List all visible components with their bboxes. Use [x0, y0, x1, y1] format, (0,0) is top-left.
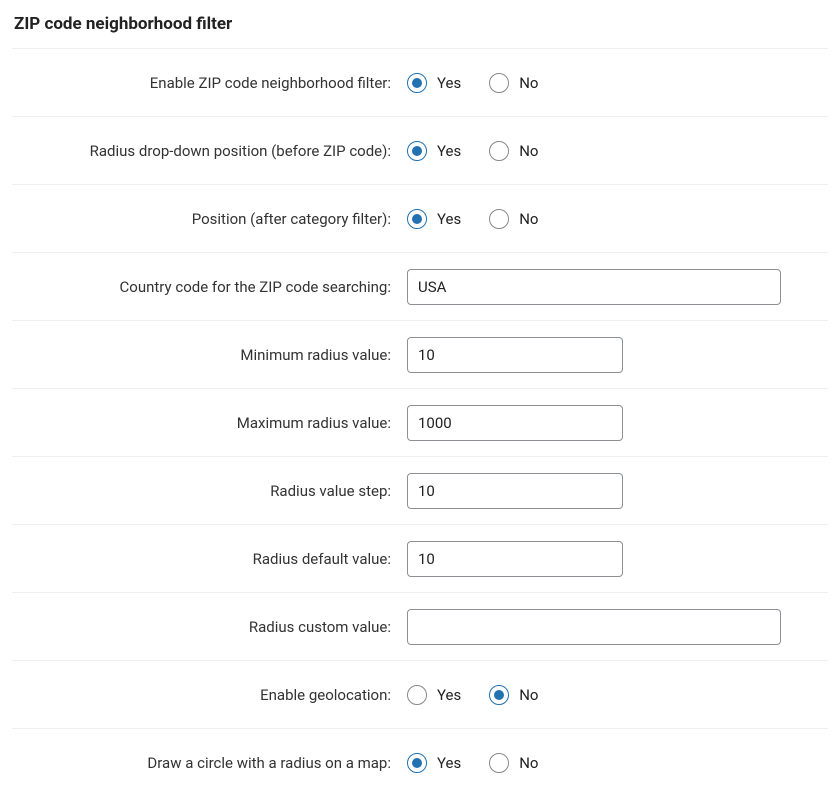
field-control: [407, 609, 828, 645]
radius-default-input[interactable]: [407, 541, 623, 577]
field-row-max-radius: Maximum radius value:: [12, 389, 828, 457]
radio-yes-enable-filter[interactable]: Yes: [407, 73, 461, 93]
radio-group-enable-geolocation: Yes No: [407, 685, 539, 705]
field-row-enable-geolocation: Enable geolocation: Yes No: [12, 661, 828, 729]
radio-label: Yes: [437, 74, 461, 92]
radio-dot-icon: [412, 214, 422, 224]
field-label: Radius default value:: [12, 550, 407, 568]
radio-circle-icon: [489, 685, 509, 705]
field-row-enable-filter: Enable ZIP code neighborhood filter: Yes…: [12, 49, 828, 117]
field-control: [407, 473, 828, 509]
field-control: [407, 541, 828, 577]
radio-circle-icon: [489, 753, 509, 773]
min-radius-input[interactable]: [407, 337, 623, 373]
field-row-draw-circle: Draw a circle with a radius on a map: Ye…: [12, 729, 828, 797]
max-radius-input[interactable]: [407, 405, 623, 441]
radio-group-position-after-category: Yes No: [407, 209, 539, 229]
radio-circle-icon: [407, 209, 427, 229]
field-label: Radius drop-down position (before ZIP co…: [12, 142, 407, 160]
field-control: [407, 269, 828, 305]
radio-yes-enable-geolocation[interactable]: Yes: [407, 685, 461, 705]
radio-label: Yes: [437, 210, 461, 228]
radio-label: No: [519, 754, 538, 772]
radio-label: Yes: [437, 754, 461, 772]
radio-label: Yes: [437, 686, 461, 704]
field-row-radius-step: Radius value step:: [12, 457, 828, 525]
radio-circle-icon: [489, 73, 509, 93]
radio-circle-icon: [489, 141, 509, 161]
radio-label: Yes: [437, 142, 461, 160]
field-row-position-after-category: Position (after category filter): Yes No: [12, 185, 828, 253]
radio-yes-radius-position[interactable]: Yes: [407, 141, 461, 161]
section-title: ZIP code neighborhood filter: [12, 0, 828, 49]
settings-section: ZIP code neighborhood filter Enable ZIP …: [0, 0, 840, 797]
field-control: [407, 337, 828, 373]
radio-dot-icon: [412, 146, 422, 156]
radio-no-radius-position[interactable]: No: [489, 141, 538, 161]
radio-group-radius-position: Yes No: [407, 141, 539, 161]
radio-label: No: [519, 210, 538, 228]
radio-yes-position-after-category[interactable]: Yes: [407, 209, 461, 229]
radio-dot-icon: [412, 78, 422, 88]
radio-label: No: [519, 686, 538, 704]
radio-circle-icon: [407, 685, 427, 705]
field-row-radius-custom: Radius custom value:: [12, 593, 828, 661]
field-label: Position (after category filter):: [12, 210, 407, 228]
radio-yes-draw-circle[interactable]: Yes: [407, 753, 461, 773]
field-row-radius-default: Radius default value:: [12, 525, 828, 593]
field-control: Yes No: [407, 141, 828, 161]
radio-no-draw-circle[interactable]: No: [489, 753, 538, 773]
field-label: Country code for the ZIP code searching:: [12, 278, 407, 296]
radio-circle-icon: [407, 73, 427, 93]
field-label: Minimum radius value:: [12, 346, 407, 364]
radio-no-enable-filter[interactable]: No: [489, 73, 538, 93]
field-control: Yes No: [407, 753, 828, 773]
radio-no-enable-geolocation[interactable]: No: [489, 685, 538, 705]
radius-step-input[interactable]: [407, 473, 623, 509]
field-row-min-radius: Minimum radius value:: [12, 321, 828, 389]
radio-label: No: [519, 142, 538, 160]
field-control: Yes No: [407, 73, 828, 93]
field-label: Draw a circle with a radius on a map:: [12, 754, 407, 772]
radius-custom-input[interactable]: [407, 609, 781, 645]
field-label: Radius custom value:: [12, 618, 407, 636]
radio-group-enable-filter: Yes No: [407, 73, 539, 93]
field-control: [407, 405, 828, 441]
radio-circle-icon: [407, 141, 427, 161]
radio-label: No: [519, 74, 538, 92]
field-control: Yes No: [407, 209, 828, 229]
field-label: Maximum radius value:: [12, 414, 407, 432]
radio-circle-icon: [489, 209, 509, 229]
field-label: Enable geolocation:: [12, 686, 407, 704]
field-label: Radius value step:: [12, 482, 407, 500]
field-row-country-code: Country code for the ZIP code searching:: [12, 253, 828, 321]
radio-group-draw-circle: Yes No: [407, 753, 539, 773]
field-row-radius-position: Radius drop-down position (before ZIP co…: [12, 117, 828, 185]
radio-no-position-after-category[interactable]: No: [489, 209, 538, 229]
country-code-input[interactable]: [407, 269, 781, 305]
radio-circle-icon: [407, 753, 427, 773]
radio-dot-icon: [494, 690, 504, 700]
field-control: Yes No: [407, 685, 828, 705]
radio-dot-icon: [412, 758, 422, 768]
field-label: Enable ZIP code neighborhood filter:: [12, 74, 407, 92]
